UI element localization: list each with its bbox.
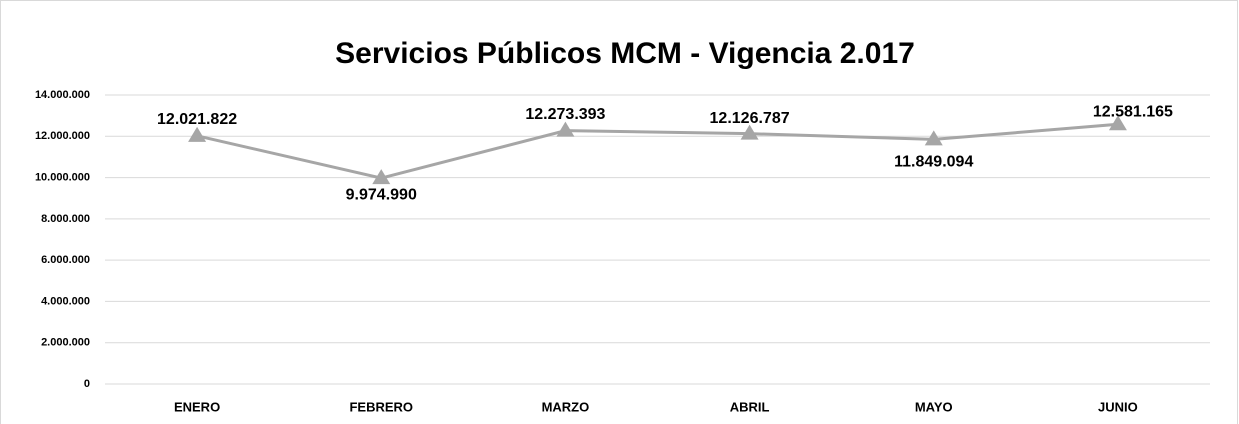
- x-tick-label: FEBRERO: [349, 399, 413, 414]
- x-tick-label: ENERO: [174, 399, 220, 414]
- marker: [188, 126, 207, 142]
- x-tick-label: MAYO: [915, 399, 953, 414]
- marker: [924, 130, 943, 146]
- x-tick-label: ABRIL: [730, 399, 770, 414]
- data-label: 12.273.393: [525, 106, 605, 123]
- y-tick-label: 4.000.000: [41, 295, 90, 307]
- line: [196, 122, 1119, 180]
- y-tick-label: 8.000.000: [41, 213, 90, 225]
- data-label: 11.849.094: [894, 154, 973, 171]
- x-tick-label: JUNIO: [1098, 399, 1138, 414]
- x-tick-label: MARZO: [542, 399, 590, 414]
- y-tick-label: 6.000.000: [41, 254, 90, 266]
- y-tick-label: 12.000.000: [35, 130, 90, 142]
- data-label: 12.021.822: [157, 111, 237, 128]
- marker: [372, 169, 391, 185]
- chart-title: Servicios Públicos MCM - Vigencia 2.017: [335, 37, 915, 70]
- marker: [1108, 115, 1127, 131]
- data-label: 12.581.165: [1093, 104, 1173, 121]
- y-tick-label: 10.000.000: [35, 171, 90, 183]
- y-tick-label: 2.000.000: [41, 337, 90, 349]
- y-tick-label: 14.000.000: [35, 89, 90, 101]
- marker: [740, 124, 759, 140]
- marker: [556, 121, 575, 137]
- data-label: 9.974.990: [346, 186, 417, 203]
- y-tick-label: 0: [84, 378, 90, 390]
- data-label: 12.126.787: [710, 110, 790, 127]
